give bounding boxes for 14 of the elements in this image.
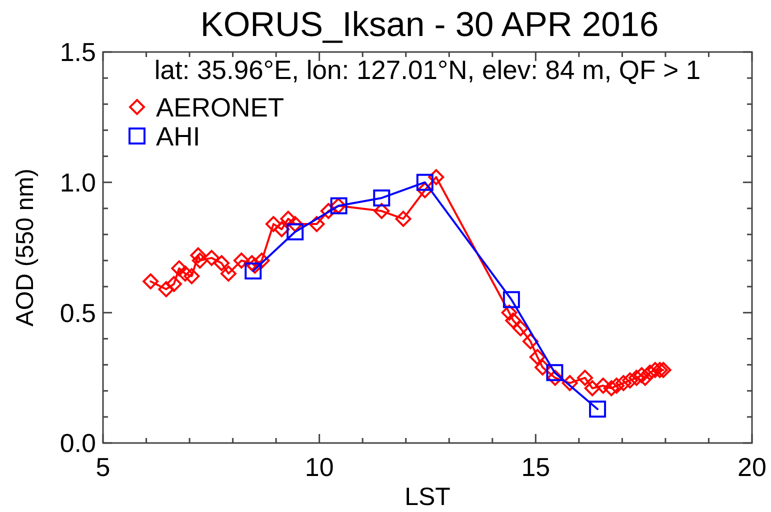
y-tick-label: 0.0 [60,428,96,458]
x-tick-label: 10 [304,452,334,482]
y-tick-label: 1.0 [60,167,96,198]
legend-label: AERONET [156,92,284,123]
y-tick-label: 0.5 [60,298,96,328]
legend-label: AHI [156,122,200,152]
x-tick-label: 5 [96,452,110,482]
x-axis-title: LST [404,483,450,511]
y-axis-title: AOD (550 nm) [12,168,39,326]
x-tick-label: 20 [738,452,766,482]
chart-subtitle: lat: 35.96°E, lon: 127.01°N, elev: 84 m, QF > 1 [154,55,701,85]
y-tick-label: 1.5 [60,37,96,68]
x-tick-label: 15 [521,452,550,482]
chart-title: KORUS_Iksan - 30 APR 2016 [200,6,659,44]
